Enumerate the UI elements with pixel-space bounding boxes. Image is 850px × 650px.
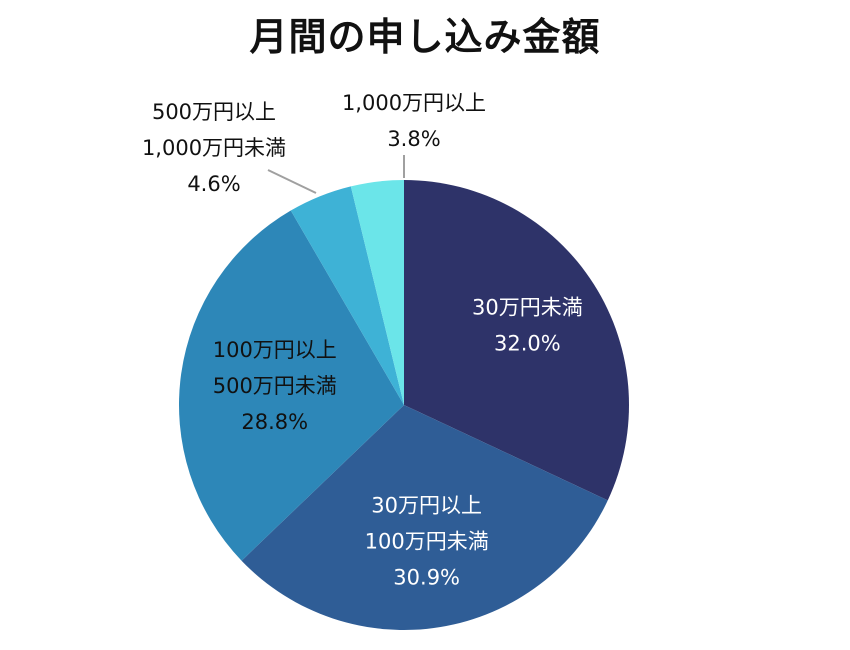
pie-slice-1 xyxy=(404,180,629,501)
slice-value-label: 3.8% xyxy=(387,127,440,151)
slice-labels: 30万円未満 32.0% 30万円以上 100万円未満 30.9% 100万円以上 500万… xyxy=(142,91,583,590)
slice-category-label: 30万円以上 xyxy=(371,494,482,518)
slice-value-label: 32.0% xyxy=(494,332,561,356)
slice-category-label: 100万円未満 xyxy=(365,530,489,554)
slice-category-label: 1,000万円以上 xyxy=(342,91,486,115)
leader-lines xyxy=(267,155,405,194)
chart-title: 月間の申し込み金額 xyxy=(249,15,601,59)
slice-label-5: 1,000万円以上 3.8% xyxy=(342,91,486,151)
slice-value-label: 28.8% xyxy=(241,410,308,434)
slice-value-label: 30.9% xyxy=(393,566,460,590)
slice-value-label: 4.6% xyxy=(187,172,240,196)
slice-category-label: 500万円以上 xyxy=(152,100,276,124)
pie-slice-2 xyxy=(241,405,608,630)
slice-label-2: 30万円以上 100万円未満 30.9% xyxy=(365,494,489,590)
pie-slices xyxy=(179,180,629,630)
pie-slice-3 xyxy=(179,210,404,561)
slice-category-label: 100万円以上 xyxy=(213,338,337,362)
slice-category-label: 30万円未満 xyxy=(472,296,583,320)
slice-label-1: 30万円未満 32.0% xyxy=(472,296,583,356)
pie-slice-4 xyxy=(290,186,404,405)
slice-category-label: 500万円未満 xyxy=(213,374,337,398)
slice-label-4: 500万円以上 1,000万円未満 4.6% xyxy=(142,100,286,196)
pie-slice-5 xyxy=(350,180,404,405)
slice-label-3: 100万円以上 500万円未満 28.8% xyxy=(213,338,337,434)
slice-category-label: 1,000万円未満 xyxy=(142,136,286,160)
leader-line-4 xyxy=(267,169,317,194)
